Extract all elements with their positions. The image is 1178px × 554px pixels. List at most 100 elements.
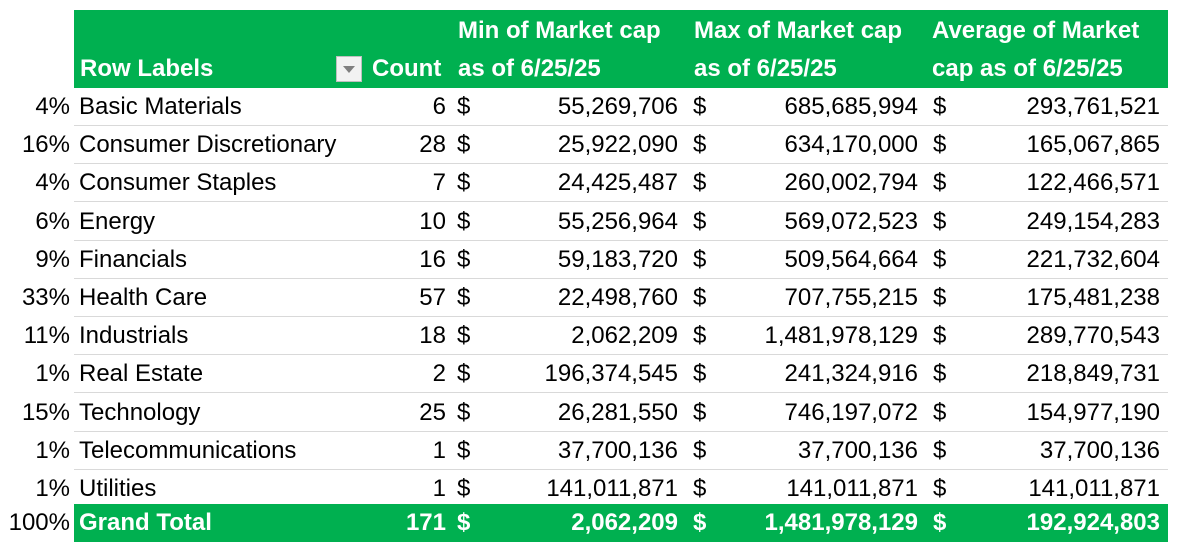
- row-max-market-cap[interactable]: 509,564,664: [784, 245, 918, 273]
- row-label[interactable]: Consumer Staples: [79, 169, 277, 197]
- header-row-labels[interactable]: Row Labels: [80, 55, 214, 82]
- row-percent[interactable]: 6%: [35, 207, 70, 235]
- currency-symbol: $: [693, 322, 707, 350]
- grand-total-percent[interactable]: 100%: [8, 509, 70, 536]
- row-max-market-cap[interactable]: 37,700,136: [797, 436, 918, 464]
- row-min-market-cap[interactable]: 141,011,871: [546, 475, 678, 502]
- row-count[interactable]: 10: [419, 207, 446, 235]
- row-min-market-cap[interactable]: 37,700,136: [557, 436, 678, 464]
- currency-symbol: $: [933, 475, 947, 502]
- row-count[interactable]: 57: [419, 284, 446, 311]
- row-avg-market-cap[interactable]: 218,849,731: [1026, 360, 1160, 388]
- row-label[interactable]: Energy: [79, 207, 156, 235]
- row-avg-market-cap[interactable]: 37,700,136: [1039, 436, 1160, 464]
- row-percent[interactable]: 9%: [35, 245, 70, 273]
- row-min-market-cap[interactable]: 25,922,090: [557, 131, 678, 159]
- row-percent[interactable]: 4%: [35, 93, 70, 120]
- row-min-market-cap[interactable]: 55,256,964: [557, 207, 678, 235]
- header-min-line2[interactable]: as of 6/25/25: [458, 55, 601, 82]
- row-count[interactable]: 18: [419, 322, 446, 350]
- row-percent[interactable]: 1%: [35, 436, 70, 464]
- header-count[interactable]: Count: [372, 55, 442, 82]
- row-avg-market-cap[interactable]: 293,761,521: [1026, 93, 1160, 120]
- row-min-market-cap[interactable]: 196,374,545: [544, 360, 678, 388]
- row-percent[interactable]: 15%: [21, 398, 70, 426]
- grand-total-min[interactable]: 2,062,209: [571, 509, 678, 536]
- row-count[interactable]: 25: [419, 398, 446, 426]
- table-row[interactable]: 6% Energy 10 $55,256,964 $569,072,523 $249,15…: [0, 203, 1178, 241]
- grand-total-avg[interactable]: 192,924,803: [1026, 509, 1160, 536]
- row-max-market-cap[interactable]: 260,002,794: [784, 169, 918, 197]
- row-max-market-cap[interactable]: 746,197,072: [784, 398, 918, 426]
- table-row[interactable]: 4% Basic Materials 6 $55,269,706 $685,685,99…: [0, 88, 1178, 126]
- table-row[interactable]: 9% Financials 16 $59,183,720 $509,564,664 $22…: [0, 241, 1178, 279]
- row-max-market-cap[interactable]: 707,755,215: [784, 284, 918, 311]
- grand-total-label[interactable]: Grand Total: [79, 509, 212, 536]
- row-avg-market-cap[interactable]: 175,481,238: [1026, 284, 1160, 311]
- row-label[interactable]: Utilities: [79, 475, 157, 502]
- table-row[interactable]: 11% Industrials 18 $2,062,209 $1,481,978,129…: [0, 317, 1178, 356]
- currency-symbol: $: [693, 398, 707, 426]
- header-avg-line1[interactable]: Average of Market: [932, 17, 1140, 44]
- currency-symbol: $: [933, 436, 947, 464]
- table-row[interactable]: 16% Consumer Discretionary 28 $25,922,090 $6…: [0, 126, 1178, 165]
- row-labels-filter-button[interactable]: [336, 56, 362, 82]
- row-avg-market-cap[interactable]: 141,011,871: [1028, 475, 1160, 502]
- row-max-market-cap[interactable]: 1,481,978,129: [764, 322, 918, 350]
- row-max-market-cap[interactable]: 241,324,916: [784, 360, 918, 388]
- row-percent[interactable]: 16%: [21, 131, 70, 159]
- table-row[interactable]: 1% Telecommunications 1 $37,700,136 $37,700,…: [0, 432, 1178, 470]
- header-max-line2[interactable]: as of 6/25/25: [694, 55, 837, 82]
- row-label[interactable]: Health Care: [79, 284, 208, 311]
- row-label[interactable]: Real Estate: [79, 360, 204, 388]
- row-min-market-cap[interactable]: 2,062,209: [571, 322, 678, 350]
- row-label[interactable]: Consumer Discretionary: [79, 131, 337, 159]
- row-min-market-cap[interactable]: 26,281,550: [557, 398, 678, 426]
- row-max-market-cap[interactable]: 569,072,523: [784, 207, 918, 235]
- grand-total-count[interactable]: 171: [405, 509, 446, 536]
- row-count[interactable]: 6: [432, 93, 446, 120]
- row-avg-market-cap[interactable]: 221,732,604: [1026, 245, 1160, 273]
- row-avg-market-cap[interactable]: 122,466,571: [1026, 169, 1160, 197]
- header-min-line1[interactable]: Min of Market cap: [458, 17, 661, 44]
- row-label[interactable]: Financials: [79, 245, 188, 273]
- table-row[interactable]: 15% Technology 25 $26,281,550 $746,197,072 $1…: [0, 394, 1178, 432]
- row-label[interactable]: Telecommunications: [79, 436, 297, 464]
- row-count[interactable]: 7: [432, 169, 446, 197]
- row-avg-market-cap[interactable]: 154,977,190: [1026, 398, 1160, 426]
- row-min-market-cap[interactable]: 55,269,706: [557, 93, 678, 120]
- row-percent[interactable]: 4%: [35, 169, 70, 197]
- row-percent[interactable]: 1%: [35, 475, 70, 502]
- table-row[interactable]: 1% Real Estate 2 $196,374,545 $241,324,916 $2…: [0, 355, 1178, 394]
- row-count[interactable]: 16: [419, 245, 446, 273]
- table-row[interactable]: 33% Health Care 57 $22,498,760 $707,755,215 $…: [0, 279, 1178, 317]
- row-avg-market-cap[interactable]: 289,770,543: [1026, 322, 1160, 350]
- header-avg-line2[interactable]: cap as of 6/25/25: [932, 55, 1123, 82]
- row-max-market-cap[interactable]: 634,170,000: [784, 131, 918, 159]
- row-percent[interactable]: 1%: [35, 360, 70, 388]
- row-label[interactable]: Technology: [79, 398, 201, 426]
- currency-symbol: $: [933, 207, 947, 235]
- currency-symbol: $: [457, 245, 471, 273]
- table-row[interactable]: 4% Consumer Staples 7 $24,425,487 $260,002,7…: [0, 164, 1178, 203]
- table-row[interactable]: 1% Utilities 1 $141,011,871 $141,011,871 $141…: [0, 470, 1178, 508]
- row-percent[interactable]: 33%: [21, 284, 70, 311]
- grand-total-max[interactable]: 1,481,978,129: [764, 509, 918, 536]
- row-count[interactable]: 28: [419, 131, 446, 159]
- row-avg-market-cap[interactable]: 165,067,865: [1026, 131, 1160, 159]
- header-max-line1[interactable]: Max of Market cap: [694, 17, 903, 44]
- row-max-market-cap[interactable]: 141,011,871: [786, 475, 918, 502]
- row-count[interactable]: 1: [432, 475, 446, 502]
- currency-symbol: $: [933, 284, 947, 311]
- grand-total-row[interactable]: 100% Grand Total 171 $ 2,062,209 $ 1,481…: [0, 504, 1178, 542]
- row-min-market-cap[interactable]: 24,425,487: [557, 169, 678, 197]
- row-min-market-cap[interactable]: 59,183,720: [557, 245, 678, 273]
- row-max-market-cap[interactable]: 685,685,994: [784, 93, 918, 120]
- row-min-market-cap[interactable]: 22,498,760: [557, 284, 678, 311]
- row-percent[interactable]: 11%: [23, 322, 70, 350]
- row-label[interactable]: Industrials: [79, 322, 189, 350]
- row-count[interactable]: 1: [432, 436, 446, 464]
- row-label[interactable]: Basic Materials: [79, 93, 242, 120]
- row-avg-market-cap[interactable]: 249,154,283: [1026, 207, 1160, 235]
- row-count[interactable]: 2: [432, 360, 446, 388]
